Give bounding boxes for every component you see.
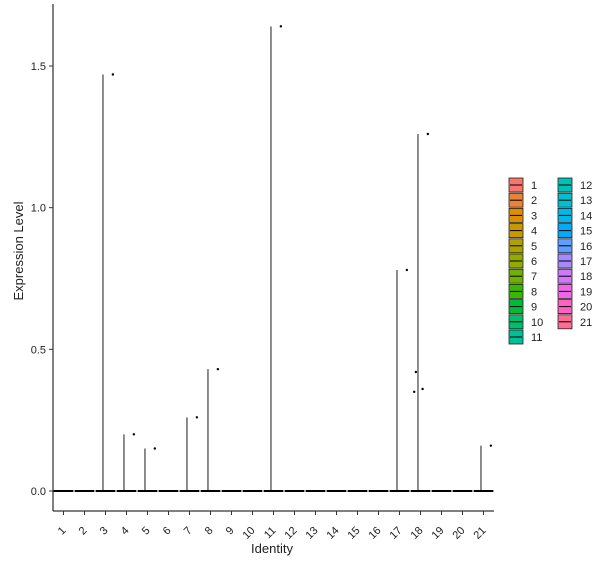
legend-label: 7 (531, 271, 537, 283)
data-point (405, 268, 409, 272)
legend-item-5: 5 (508, 238, 537, 254)
legend-item-18: 18 (557, 268, 592, 284)
legend-label: 10 (531, 317, 543, 329)
legend-label: 6 (531, 256, 537, 268)
legend-item-10: 10 (508, 314, 543, 330)
legend-label: 11 (531, 332, 542, 344)
data-point (195, 416, 199, 419)
legend-label: 3 (531, 210, 537, 222)
violin-3 (95, 73, 116, 492)
x-tick-label: 9 (224, 525, 237, 538)
x-axis-title: Identity (251, 541, 293, 556)
legend-label: 12 (580, 180, 592, 192)
x-tick-label: 12 (282, 525, 299, 542)
legend-label: 5 (531, 241, 537, 253)
data-point (279, 25, 283, 28)
violin-11 (263, 25, 284, 492)
legend-label: 17 (580, 256, 592, 268)
x-tick-label: 11 (262, 525, 279, 542)
data-point (426, 132, 430, 136)
legend-label: 1 (531, 180, 537, 192)
y-tick-label: 0.5 (31, 344, 46, 356)
legend-item-12: 12 (557, 177, 592, 193)
x-tick-label: 19 (429, 525, 446, 542)
legend-label: 21 (580, 317, 592, 329)
x-tick-label: 3 (98, 525, 111, 538)
data-point (132, 433, 136, 436)
legend-label: 2 (531, 195, 537, 207)
x-tick-label: 1 (56, 525, 69, 538)
y-tick-label: 1.0 (31, 203, 46, 215)
x-tick-label: 5 (140, 525, 153, 538)
legend-label: 16 (580, 241, 592, 253)
axes: 0.00.51.01.51 2 3 4 5 6 7 8 9 10 11 12 13 14 15 16 17 18 1… (31, 4, 494, 542)
x-tick-label: 21 (471, 525, 488, 542)
x-tick-label: 16 (366, 525, 383, 542)
y-tick-label: 1.5 (31, 61, 46, 73)
violin-8 (200, 367, 221, 492)
x-tick-label: 18 (408, 525, 425, 542)
legend-label: 20 (580, 302, 592, 314)
legend-label: 19 (580, 286, 592, 298)
violin-18 (410, 132, 431, 492)
legend-item-1: 1 (508, 177, 537, 193)
legend-item-16: 16 (557, 238, 592, 254)
x-tick-label: 13 (303, 525, 320, 542)
violin-7 (179, 416, 200, 492)
data-point (421, 387, 424, 391)
x-tick-label: 4 (119, 525, 132, 538)
data-point (111, 73, 115, 76)
legend-label: 15 (580, 226, 592, 238)
legend-item-20: 20 (557, 299, 592, 315)
data-point (153, 447, 157, 450)
legend-item-7: 7 (508, 268, 537, 284)
legend-label: 18 (580, 271, 592, 283)
violin-17 (389, 268, 410, 492)
data-point (489, 444, 493, 447)
legend-item-8: 8 (508, 283, 537, 299)
legend-item-15: 15 (557, 223, 592, 239)
x-tick-label: 6 (161, 525, 174, 538)
legend-label: 9 (531, 302, 537, 314)
plot-area (53, 25, 494, 492)
violin-5 (137, 447, 158, 492)
x-tick-label: 7 (182, 525, 195, 538)
legend-label: 13 (580, 195, 592, 207)
x-tick-label: 20 (450, 525, 467, 542)
legend-label: 8 (531, 286, 537, 298)
violin-4 (116, 433, 137, 492)
legend-item-19: 19 (557, 283, 592, 299)
legend-item-2: 2 (508, 192, 537, 208)
legend-item-6: 6 (508, 253, 537, 269)
y-tick-label: 0.0 (31, 486, 46, 498)
legend-item-9: 9 (508, 299, 537, 315)
legend-item-11: 11 (508, 329, 542, 345)
x-tick-label: 10 (240, 525, 257, 542)
legend-item-14: 14 (557, 207, 592, 223)
x-tick-label: 8 (203, 525, 216, 538)
legend-item-3: 3 (508, 207, 537, 223)
data-point (413, 390, 416, 394)
x-tick-label: 2 (77, 525, 90, 538)
y-axis-title: Expression Level (11, 201, 26, 300)
legend-label: 4 (531, 226, 537, 238)
legend-item-4: 4 (508, 223, 537, 239)
x-tick-label: 15 (345, 525, 362, 542)
legend-item-17: 17 (557, 253, 592, 269)
legend-label: 14 (580, 210, 592, 222)
x-tick-label: 17 (387, 525, 404, 542)
legend-item-13: 13 (557, 192, 592, 208)
data-point (216, 367, 220, 371)
x-tick-label: 14 (324, 525, 341, 542)
legend-item-21: 21 (557, 314, 592, 330)
data-point (414, 370, 418, 374)
violin-21 (473, 444, 494, 492)
